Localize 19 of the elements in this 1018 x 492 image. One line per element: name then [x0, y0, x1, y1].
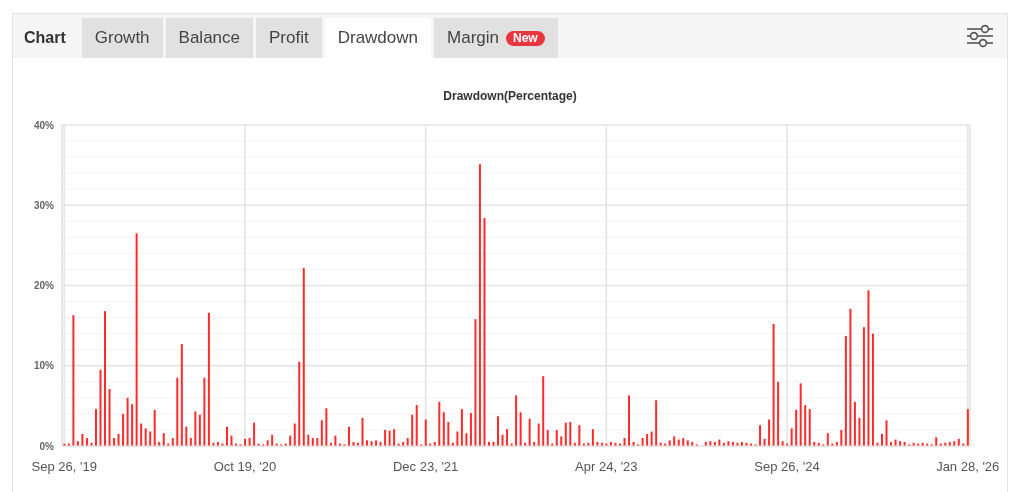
x-tick-label: Apr 24, '23	[575, 459, 638, 475]
y-tick-label: 30%	[33, 199, 55, 211]
text: Margin	[447, 28, 499, 48]
text: Profit	[269, 28, 309, 48]
y-tick-label: 40%	[33, 119, 55, 131]
y-tick-label: 10%	[33, 360, 55, 372]
text: Drawdown	[337, 28, 419, 48]
y-tick-label: 0%	[39, 440, 55, 452]
text: Growth	[94, 28, 150, 48]
y-tick-label: 20%	[33, 280, 55, 292]
chart-title: Drawdown(Percentage)	[443, 89, 577, 103]
x-tick-label: Jan 28, '26	[936, 459, 1000, 475]
x-tick-label: Dec 23, '21	[392, 459, 459, 475]
text: Balance	[178, 28, 241, 48]
text: Chart	[24, 29, 66, 47]
text: New	[512, 30, 538, 45]
x-tick-label: Oct 19, '20	[213, 459, 277, 475]
x-tick-label: Sep 26, '19	[31, 459, 97, 475]
x-tick-label: Sep 26, '24	[754, 459, 820, 475]
